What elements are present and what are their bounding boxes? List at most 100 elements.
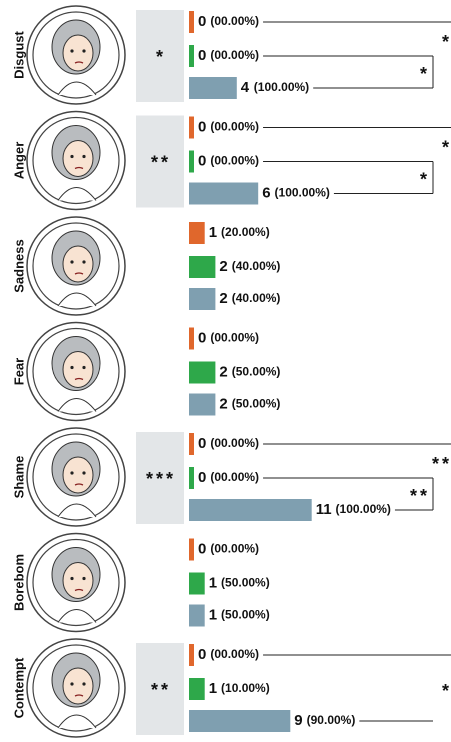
group-label: Shame bbox=[11, 456, 26, 499]
icon-eye bbox=[82, 155, 85, 158]
group-label: Sadness bbox=[11, 239, 26, 292]
percent-label: (00.00%) bbox=[210, 436, 259, 450]
bar bbox=[189, 539, 194, 561]
percent-label: (00.00%) bbox=[210, 542, 259, 556]
icon-face bbox=[63, 141, 93, 177]
count-label: 0 bbox=[198, 47, 206, 64]
count-label: 2 bbox=[219, 395, 227, 412]
comparison-stars: * bbox=[442, 32, 451, 52]
icon-eye bbox=[82, 260, 85, 263]
count-label: 1 bbox=[209, 680, 217, 697]
bar bbox=[189, 288, 215, 310]
icon-face bbox=[63, 668, 93, 704]
bar bbox=[189, 77, 237, 99]
comparison-stars: ** bbox=[410, 486, 430, 506]
count-label: 6 bbox=[262, 184, 270, 201]
chart: Disgust*0(00.00%)0(00.00%)4(100.00%)**An… bbox=[0, 0, 451, 742]
icon-eye bbox=[82, 49, 85, 52]
icon-eye bbox=[70, 577, 73, 580]
count-label: 2 bbox=[219, 290, 227, 307]
count-label: 0 bbox=[198, 152, 206, 169]
bar bbox=[189, 605, 205, 627]
comparison-stars: * bbox=[442, 681, 451, 701]
icon-eye bbox=[82, 366, 85, 369]
percent-label: (20.00%) bbox=[221, 225, 270, 239]
count-label: 0 bbox=[198, 329, 206, 346]
count-label: 9 bbox=[294, 712, 302, 729]
comparison-stars: * bbox=[420, 64, 430, 84]
group-label: Fear bbox=[11, 358, 26, 385]
bar bbox=[189, 710, 290, 732]
group-label: Disgust bbox=[11, 30, 26, 78]
percent-label: (00.00%) bbox=[210, 48, 259, 62]
significance-stars: ** bbox=[151, 152, 171, 172]
count-label: 2 bbox=[219, 363, 227, 380]
percent-label: (00.00%) bbox=[210, 331, 259, 345]
count-label: 1 bbox=[209, 606, 217, 623]
icon-face bbox=[63, 35, 93, 71]
icon-eye bbox=[82, 682, 85, 685]
percent-label: (10.00%) bbox=[221, 681, 270, 695]
count-label: 0 bbox=[198, 469, 206, 486]
bar bbox=[189, 45, 194, 67]
bar bbox=[189, 394, 215, 416]
icon-eye bbox=[82, 577, 85, 580]
icon-face bbox=[63, 457, 93, 493]
icon-eye bbox=[70, 366, 73, 369]
group-label: Anger bbox=[11, 142, 26, 180]
bar bbox=[189, 256, 215, 278]
icon-eye bbox=[70, 471, 73, 474]
count-label: 0 bbox=[198, 118, 206, 135]
percent-label: (50.00%) bbox=[221, 608, 270, 622]
icon-eye bbox=[82, 471, 85, 474]
bar bbox=[189, 117, 194, 139]
comparison-stars: ** bbox=[432, 454, 451, 474]
icon-eye bbox=[70, 155, 73, 158]
bar bbox=[189, 328, 194, 350]
bar bbox=[189, 467, 194, 489]
bar bbox=[189, 183, 258, 205]
group-label: Borebom bbox=[11, 554, 26, 611]
count-label: 1 bbox=[209, 224, 217, 241]
icon-eye bbox=[70, 682, 73, 685]
bar bbox=[189, 678, 205, 700]
percent-label: (100.00%) bbox=[336, 502, 391, 516]
count-label: 0 bbox=[198, 540, 206, 557]
icon-face bbox=[63, 563, 93, 599]
bar bbox=[189, 151, 194, 173]
percent-label: (00.00%) bbox=[210, 470, 259, 484]
comparison-stars: * bbox=[420, 169, 430, 189]
percent-label: (100.00%) bbox=[254, 80, 309, 94]
bar bbox=[189, 433, 194, 455]
bar bbox=[189, 362, 215, 384]
percent-label: (40.00%) bbox=[232, 291, 281, 305]
percent-label: (100.00%) bbox=[275, 186, 330, 200]
significance-stars: *** bbox=[146, 469, 176, 489]
count-label: 1 bbox=[209, 574, 217, 591]
icon-eye bbox=[70, 49, 73, 52]
percent-label: (00.00%) bbox=[210, 14, 259, 28]
count-label: 2 bbox=[219, 258, 227, 275]
count-label: 11 bbox=[316, 501, 332, 518]
bar bbox=[189, 499, 312, 521]
count-label: 0 bbox=[198, 646, 206, 663]
significance-stars: * bbox=[156, 47, 166, 67]
percent-label: (90.00%) bbox=[307, 713, 356, 727]
percent-label: (00.00%) bbox=[210, 154, 259, 168]
percent-label: (00.00%) bbox=[210, 120, 259, 134]
count-label: 4 bbox=[241, 79, 250, 96]
count-label: 0 bbox=[198, 13, 206, 30]
percent-label: (40.00%) bbox=[232, 259, 281, 273]
icon-eye bbox=[70, 260, 73, 263]
percent-label: (50.00%) bbox=[232, 397, 281, 411]
comparison-stars: * bbox=[442, 137, 451, 157]
icon-face bbox=[63, 246, 93, 282]
percent-label: (50.00%) bbox=[221, 576, 270, 590]
icon-face bbox=[63, 352, 93, 388]
bar bbox=[189, 644, 194, 666]
bar bbox=[189, 573, 205, 595]
bar bbox=[189, 222, 205, 244]
percent-label: (00.00%) bbox=[210, 647, 259, 661]
significance-stars: ** bbox=[151, 680, 171, 700]
bar bbox=[189, 11, 194, 33]
